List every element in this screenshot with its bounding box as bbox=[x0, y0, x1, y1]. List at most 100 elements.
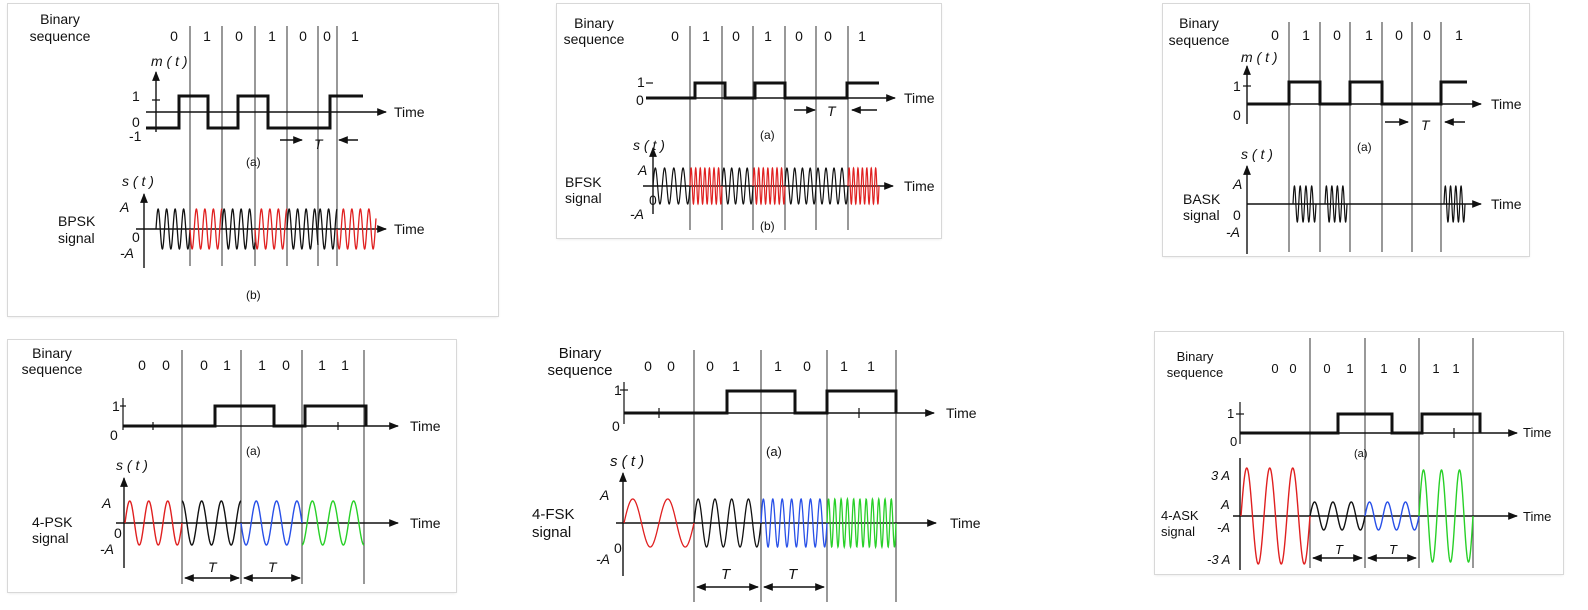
carrier-segment bbox=[1324, 185, 1348, 223]
binary-sequence-label-line1: Binary bbox=[32, 345, 72, 361]
m-waveform bbox=[146, 94, 363, 130]
bit-label: 1 bbox=[351, 28, 359, 44]
bit-label: 1 bbox=[203, 28, 211, 44]
bit-label: 0 bbox=[1323, 361, 1330, 376]
signal-label-line2: signal bbox=[1183, 207, 1220, 223]
bit-label: 0 bbox=[795, 28, 803, 44]
period-label: T bbox=[208, 559, 218, 575]
binary-sequence-label-line2: sequence bbox=[22, 361, 83, 377]
amp-zero-label: 0 bbox=[614, 540, 622, 556]
level-0-label: 0 bbox=[636, 92, 644, 108]
bfsk-figure: Binary sequence 0 1 0 1 0 0 1 1 0 Time T… bbox=[564, 15, 935, 233]
carrier-segment bbox=[1309, 501, 1366, 531]
bit-label: 0 bbox=[1333, 27, 1341, 43]
carrier-segment bbox=[1364, 501, 1420, 531]
bit-label: 1 bbox=[258, 357, 266, 373]
s-t-label: s ( t ) bbox=[610, 453, 644, 470]
bpsk-carrier bbox=[155, 208, 377, 250]
m-waveform bbox=[1240, 412, 1482, 435]
signal-label-line2: signal bbox=[32, 530, 69, 546]
m-t-label: m ( t ) bbox=[151, 53, 188, 69]
binary-sequence-label-line2: sequence bbox=[547, 362, 612, 379]
subfigure-a-label: (a) bbox=[246, 444, 261, 458]
carrier-segment bbox=[1292, 185, 1317, 223]
bit-label: 0 bbox=[1271, 27, 1279, 43]
signal-time-label: Time bbox=[394, 221, 425, 237]
carrier-segment bbox=[301, 500, 365, 546]
level-0-label: 0 bbox=[612, 418, 620, 434]
period-label: T bbox=[721, 566, 732, 583]
bit-label: 1 bbox=[223, 357, 231, 373]
amp-pos-label: A bbox=[637, 162, 647, 178]
carrier-segment bbox=[155, 208, 191, 250]
carrier-segment bbox=[221, 208, 256, 250]
bit-label: 0 bbox=[803, 358, 811, 374]
period-label: T bbox=[827, 103, 837, 119]
carrier-segment bbox=[240, 500, 303, 546]
signal-time-label: Time bbox=[950, 515, 981, 531]
bit-label: 0 bbox=[162, 357, 170, 373]
binary-sequence-label-line1: Binary bbox=[559, 345, 602, 362]
bit-label: 1 bbox=[732, 358, 740, 374]
panel-4psk: Binary sequence 0 0 0 1 1 0 1 1 1 0 Time… bbox=[8, 340, 456, 592]
fsk4-figure: Binary sequence 0 0 0 1 1 0 1 1 1 0 Time… bbox=[532, 345, 981, 602]
carrier-segment bbox=[721, 167, 754, 205]
signal-label-line1: 4-FSK bbox=[532, 506, 575, 523]
signal-time-label: Time bbox=[1491, 196, 1522, 212]
bit-boundaries bbox=[1288, 22, 1442, 252]
signal-time-label: Time bbox=[1523, 509, 1551, 524]
carrier-segment bbox=[784, 167, 817, 205]
signal-label-line1: 4-ASK bbox=[1161, 508, 1199, 523]
period-label: T bbox=[1389, 542, 1398, 557]
binary-sequence-label-line2: sequence bbox=[30, 28, 91, 44]
level-0-label: 0 bbox=[1233, 107, 1241, 123]
subfigure-a-label: (a) bbox=[1354, 448, 1367, 460]
period-label: T bbox=[1335, 542, 1344, 557]
time-label: Time bbox=[1523, 425, 1551, 440]
amp-neg-label: -A bbox=[1217, 520, 1230, 535]
level-1-label: 1 bbox=[132, 88, 140, 104]
panel-bfsk: Binary sequence 0 1 0 1 0 0 1 1 0 Time T… bbox=[557, 4, 941, 238]
bit-label: 1 bbox=[858, 28, 866, 44]
level-0-label: 0 bbox=[132, 114, 140, 130]
psk4-carrier bbox=[124, 500, 365, 546]
s-t-label: s ( t ) bbox=[116, 457, 148, 473]
ask4-carrier bbox=[1240, 467, 1474, 565]
fsk4-carrier bbox=[623, 496, 897, 550]
bit-label: 0 bbox=[299, 28, 307, 44]
carrier-segment bbox=[689, 166, 723, 206]
carrier-segment bbox=[286, 208, 319, 250]
carrier-segment bbox=[336, 208, 377, 250]
m-waveform bbox=[624, 389, 898, 415]
level-neg1-label: -1 bbox=[129, 128, 142, 144]
m-waveform bbox=[1247, 80, 1467, 106]
amp-zero-label: 0 bbox=[649, 192, 657, 208]
binary-sequence-label-line2: sequence bbox=[564, 31, 625, 47]
bit-label: 0 bbox=[200, 357, 208, 373]
level-1-label: 1 bbox=[614, 382, 622, 398]
bit-label: 0 bbox=[138, 357, 146, 373]
carrier-segment bbox=[1240, 467, 1311, 565]
time-label: Time bbox=[946, 405, 977, 421]
subfigure-a-label: (a) bbox=[766, 444, 782, 459]
m-waveform bbox=[123, 404, 368, 428]
bit-label: 0 bbox=[1395, 27, 1403, 43]
level-1-label: 1 bbox=[637, 74, 645, 90]
signal-label-line1: BFSK bbox=[565, 174, 602, 190]
bit-label: 1 bbox=[867, 358, 875, 374]
amp-neg3-label: -3 A bbox=[1207, 552, 1230, 567]
signal-label-line1: 4-PSK bbox=[32, 514, 73, 530]
amp-zero-label: 0 bbox=[1233, 207, 1241, 223]
carrier-segment bbox=[317, 208, 338, 250]
period-label: T bbox=[1421, 117, 1431, 133]
bit-label: 0 bbox=[170, 28, 178, 44]
bit-label: 1 bbox=[318, 357, 326, 373]
amp-neg-label: -A bbox=[596, 551, 610, 567]
time-label: Time bbox=[1491, 96, 1522, 112]
carrier-segment bbox=[752, 166, 786, 206]
binary-sequence-label-line2: sequence bbox=[1169, 32, 1230, 48]
bit-label: 1 bbox=[840, 358, 848, 374]
s-t-label: s ( t ) bbox=[1241, 146, 1273, 162]
carrier-segment bbox=[1418, 469, 1474, 563]
signal-label-line1: BASK bbox=[1183, 191, 1221, 207]
